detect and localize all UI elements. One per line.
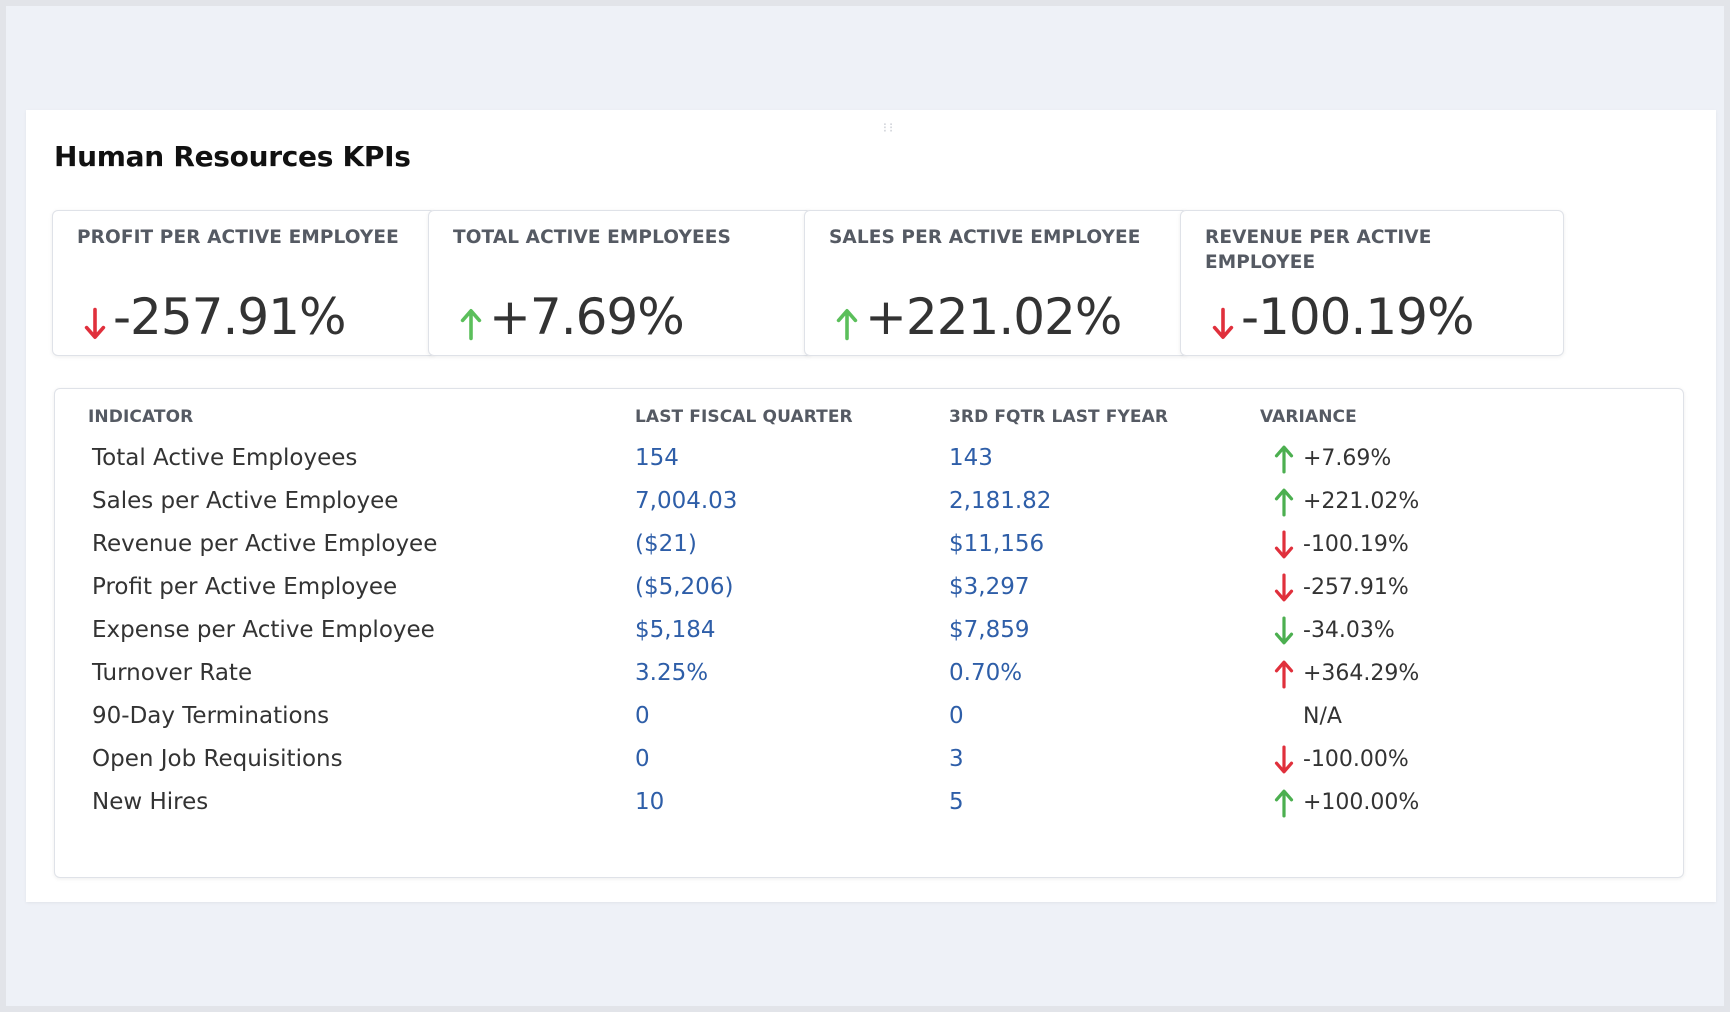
kpi-card[interactable]: REVENUE PER ACTIVE EMPLOYEE -100.19% <box>1180 210 1564 356</box>
variance-value: -257.91% <box>1303 575 1409 600</box>
header-indicator: INDICATOR <box>88 407 194 427</box>
arrow-down-icon <box>83 307 107 341</box>
variance-cell: -257.91% <box>1273 564 1409 611</box>
table-row: Profit per Active Employee ($5,206) $3,297… <box>55 564 1683 611</box>
kpi-value-row: +7.69% <box>459 288 685 346</box>
indicator-cell: Revenue per Active Employee <box>92 531 438 557</box>
prior-year-cell[interactable]: $7,859 <box>949 617 1030 643</box>
kpi-card[interactable]: SALES PER ACTIVE EMPLOYEE +221.02% <box>804 210 1188 356</box>
indicator-cell: New Hires <box>92 789 209 815</box>
indicator-cell: Turnover Rate <box>92 660 253 686</box>
variance-cell: -34.03% <box>1273 607 1395 654</box>
kpi-label: SALES PER ACTIVE EMPLOYEE <box>829 227 1141 248</box>
hr-kpi-panel: ⁝⁝ Human Resources KPIs PROFIT PER ACTIV… <box>26 110 1716 902</box>
variance-cell: +7.69% <box>1273 435 1391 482</box>
panel-title: Human Resources KPIs <box>54 140 411 173</box>
table-row: Revenue per Active Employee ($21) $11,156 -… <box>55 521 1683 568</box>
table-row: Open Job Requisitions 0 3 -100.00% <box>55 736 1683 783</box>
last-quarter-cell[interactable]: ($21) <box>635 531 697 557</box>
last-quarter-cell[interactable]: 0 <box>635 746 650 772</box>
last-quarter-cell[interactable]: 154 <box>635 445 679 471</box>
prior-year-cell[interactable]: 0 <box>949 703 964 729</box>
indicator-cell: Sales per Active Employee <box>92 488 399 514</box>
arrow-down-icon <box>1273 745 1295 775</box>
kpi-value: +221.02% <box>865 288 1122 346</box>
last-quarter-cell[interactable]: 10 <box>635 789 665 815</box>
kpi-label: PROFIT PER ACTIVE EMPLOYEE <box>77 227 399 248</box>
variance-cell: +364.29% <box>1273 650 1419 697</box>
kpi-card[interactable]: PROFIT PER ACTIVE EMPLOYEE -257.91% <box>52 210 436 356</box>
variance-cell: -100.00% <box>1273 736 1409 783</box>
arrow-down-icon <box>1273 530 1295 560</box>
indicator-cell: Open Job Requisitions <box>92 746 343 772</box>
prior-year-cell[interactable]: 143 <box>949 445 993 471</box>
kpi-value: -100.19% <box>1241 288 1475 346</box>
arrow-down-icon <box>1211 307 1235 341</box>
kpi-value-row: -100.19% <box>1211 288 1475 346</box>
variance-cell: -100.19% <box>1273 521 1409 568</box>
indicator-cell: Profit per Active Employee <box>92 574 398 600</box>
prior-year-cell[interactable]: 3 <box>949 746 964 772</box>
kpi-value: +7.69% <box>489 288 685 346</box>
variance-value: N/A <box>1303 704 1342 729</box>
table-row: New Hires 10 5 +100.00% <box>55 779 1683 826</box>
arrow-down-icon <box>1273 573 1295 603</box>
arrow-up-icon <box>459 307 483 341</box>
kpi-value-row: +221.02% <box>835 288 1122 346</box>
kpi-label: REVENUE PER ACTIVE EMPLOYEE <box>1205 227 1432 273</box>
arrow-down-icon <box>1273 616 1295 646</box>
variance-value: +7.69% <box>1303 446 1392 471</box>
arrow-up-icon <box>1273 788 1295 818</box>
variance-cell: +221.02% <box>1273 478 1419 525</box>
variance-value: +364.29% <box>1303 661 1420 686</box>
table-row: Turnover Rate 3.25% 0.70% +364.29% <box>55 650 1683 697</box>
variance-value: +100.00% <box>1303 790 1420 815</box>
prior-year-cell[interactable]: 0.70% <box>949 660 1023 686</box>
kpi-table: INDICATOR LAST FISCAL QUARTER 3RD FQTR L… <box>54 388 1684 878</box>
prior-year-cell[interactable]: $11,156 <box>949 531 1045 557</box>
header-last-fiscal-quarter: LAST FISCAL QUARTER <box>635 407 853 427</box>
header-variance: VARIANCE <box>1260 407 1357 427</box>
table-row: 90-Day Terminations 0 0 N/A <box>55 693 1683 740</box>
kpi-label: TOTAL ACTIVE EMPLOYEES <box>453 227 731 248</box>
kpi-value: -257.91% <box>113 288 347 346</box>
drag-handle-icon[interactable]: ⁝⁝ <box>882 121 896 136</box>
prior-year-cell[interactable]: 2,181.82 <box>949 488 1052 514</box>
last-quarter-cell[interactable]: $5,184 <box>635 617 716 643</box>
table-row: Sales per Active Employee 7,004.03 2,181.8… <box>55 478 1683 525</box>
arrow-up-icon <box>1273 444 1295 474</box>
last-quarter-cell[interactable]: 3.25% <box>635 660 709 686</box>
indicator-cell: Expense per Active Employee <box>92 617 435 643</box>
variance-value: +221.02% <box>1303 489 1420 514</box>
last-quarter-cell[interactable]: ($5,206) <box>635 574 734 600</box>
table-row: Expense per Active Employee $5,184 $7,859 -… <box>55 607 1683 654</box>
prior-year-cell[interactable]: $3,297 <box>949 574 1030 600</box>
variance-cell: N/A <box>1273 693 1342 740</box>
variance-value: -34.03% <box>1303 618 1395 643</box>
kpi-card[interactable]: TOTAL ACTIVE EMPLOYEES +7.69% <box>428 210 812 356</box>
indicator-cell: 90-Day Terminations <box>92 703 330 729</box>
table-row: Total Active Employees 154 143 +7.69% <box>55 435 1683 482</box>
indicator-cell: Total Active Employees <box>92 445 358 471</box>
prior-year-cell[interactable]: 5 <box>949 789 964 815</box>
last-quarter-cell[interactable]: 7,004.03 <box>635 488 738 514</box>
arrow-up-icon <box>1273 659 1295 689</box>
variance-cell: +100.00% <box>1273 779 1419 826</box>
variance-value: -100.00% <box>1303 747 1409 772</box>
variance-value: -100.19% <box>1303 532 1409 557</box>
last-quarter-cell[interactable]: 0 <box>635 703 650 729</box>
kpi-value-row: -257.91% <box>83 288 347 346</box>
arrow-up-icon <box>1273 487 1295 517</box>
arrow-up-icon <box>835 307 859 341</box>
header-prior-year-quarter: 3RD FQTR LAST FYEAR <box>949 407 1169 427</box>
